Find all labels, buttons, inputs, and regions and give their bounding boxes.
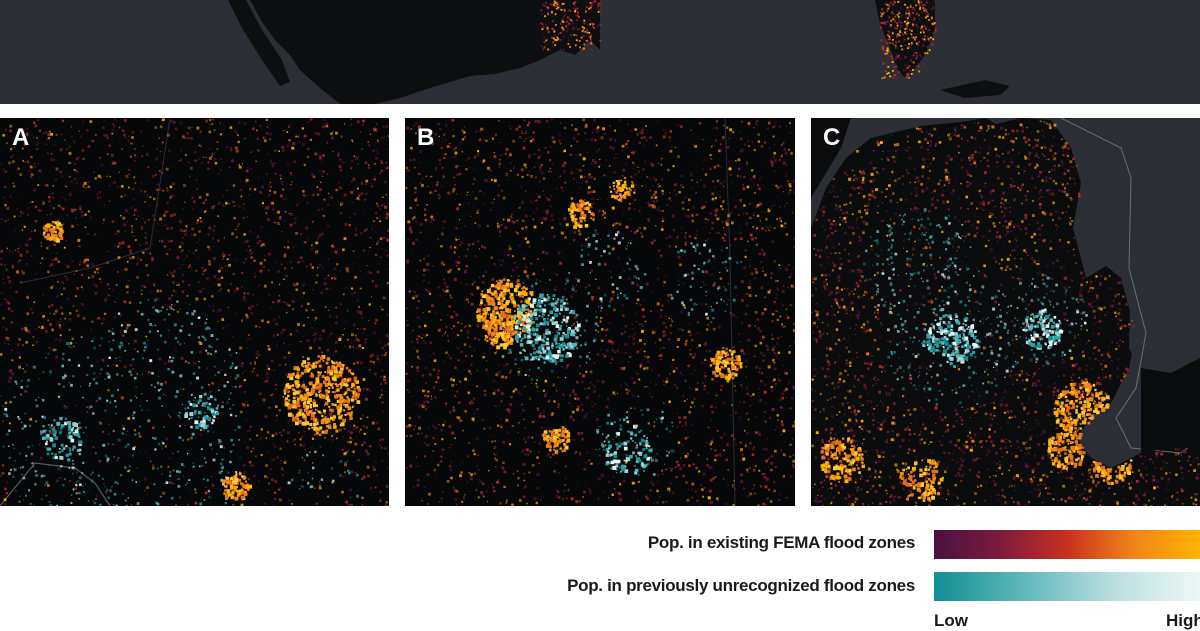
legend-bar-existing-flood-zones [934, 530, 1200, 559]
legend-scale-high: High [1166, 611, 1200, 631]
panel-label-c: C [823, 126, 840, 150]
overview-map-strip [0, 0, 1200, 104]
panel-a-map [0, 118, 389, 506]
legend-scale-low: Low [934, 611, 968, 631]
panel-b-map [405, 118, 795, 506]
map-panel-b: B [405, 118, 795, 506]
legend-label-unrecognized-flood-zones: Pop. in previously unrecognized flood zo… [567, 576, 915, 596]
map-panel-c: C [811, 118, 1200, 506]
legend-label-existing-flood-zones: Pop. in existing FEMA flood zones [648, 533, 915, 553]
map-panel-a: A [0, 118, 389, 506]
overview-map-svg [0, 0, 1200, 104]
panel-label-b: B [417, 126, 434, 150]
panel-c-map [811, 118, 1200, 506]
panel-label-a: A [12, 126, 29, 150]
legend-bar-unrecognized-flood-zones [934, 572, 1200, 601]
